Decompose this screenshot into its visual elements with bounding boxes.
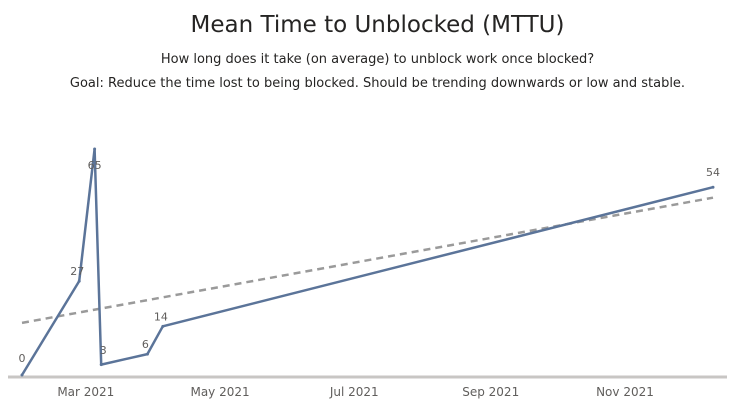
data-label: 65: [88, 159, 102, 172]
data-point: [99, 363, 103, 367]
x-tick-label: Mar 2021: [57, 385, 114, 399]
data-point: [20, 373, 24, 377]
data-point: [77, 279, 81, 283]
trend-line: [21, 196, 714, 325]
data-label: 0: [19, 352, 26, 365]
x-tick-label: May 2021: [190, 385, 249, 399]
data-point: [93, 147, 97, 151]
chart-title: Mean Time to Unblocked (MTTU): [190, 12, 565, 38]
data-point: [161, 324, 165, 328]
x-tick-label: Jul 2021: [329, 385, 379, 399]
chart-goal-text: Goal: Reduce the time lost to being bloc…: [69, 76, 686, 91]
x-tick-label: Nov 2021: [596, 385, 654, 399]
x-tick-label: Sep 2021: [462, 385, 519, 399]
data-label: 54: [706, 166, 720, 179]
chart-subtitle: How long does it take (on average) to un…: [160, 52, 595, 67]
data-point: [145, 352, 149, 356]
data-label: 14: [154, 310, 168, 323]
data-point: [711, 185, 715, 189]
data-label: 6: [142, 338, 149, 351]
series-line: [20, 147, 714, 376]
data-label: 3: [100, 344, 107, 357]
data-label: 27: [70, 265, 84, 278]
